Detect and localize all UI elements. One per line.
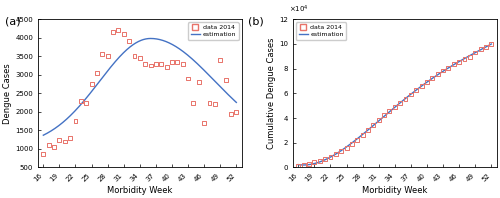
Point xyxy=(77,99,85,102)
Point xyxy=(61,140,69,143)
Point xyxy=(305,162,313,165)
Point xyxy=(348,143,356,146)
Point xyxy=(152,62,160,65)
Point xyxy=(418,85,426,88)
Point xyxy=(402,97,409,100)
Point xyxy=(93,71,101,74)
Point xyxy=(216,58,224,62)
Point xyxy=(488,43,496,46)
Point xyxy=(310,161,318,164)
X-axis label: Morbidity Week: Morbidity Week xyxy=(362,186,428,195)
Point xyxy=(195,81,203,84)
Point xyxy=(450,63,458,66)
Point xyxy=(321,157,329,161)
Point xyxy=(326,155,334,159)
Point xyxy=(482,45,490,48)
Point xyxy=(44,144,52,147)
Point xyxy=(109,31,117,34)
Point xyxy=(364,129,372,132)
Point xyxy=(72,120,80,123)
Point xyxy=(40,153,48,156)
Point xyxy=(370,124,378,127)
Point xyxy=(342,146,350,149)
Point xyxy=(190,101,198,104)
Point xyxy=(200,121,208,125)
Point xyxy=(391,105,399,108)
Text: (b): (b) xyxy=(248,16,264,26)
Point xyxy=(407,93,415,96)
Point xyxy=(114,29,122,32)
Point xyxy=(158,62,166,65)
Point xyxy=(354,138,362,141)
Point xyxy=(98,53,106,56)
Point xyxy=(460,58,468,61)
Point xyxy=(300,163,308,167)
Point xyxy=(374,118,382,122)
Point xyxy=(337,150,345,153)
Y-axis label: Dengue Cases: Dengue Cases xyxy=(4,63,13,124)
Point xyxy=(316,159,324,162)
Point xyxy=(66,136,74,139)
Point xyxy=(412,89,420,92)
Point xyxy=(358,134,366,137)
Point xyxy=(56,138,64,141)
Legend: data 2014, estimation: data 2014, estimation xyxy=(188,22,238,40)
Point xyxy=(146,64,154,67)
Point xyxy=(136,57,144,60)
Point xyxy=(82,101,90,104)
Point xyxy=(380,114,388,117)
Point xyxy=(50,146,58,149)
Point xyxy=(466,55,474,58)
Point xyxy=(141,62,149,65)
Point xyxy=(423,81,431,84)
Point xyxy=(178,62,186,65)
Point xyxy=(206,101,214,104)
Point xyxy=(184,77,192,80)
Legend: data 2014, estimation: data 2014, estimation xyxy=(296,22,346,40)
Text: (a): (a) xyxy=(6,16,21,26)
Point xyxy=(434,72,442,76)
Point xyxy=(222,79,230,82)
Y-axis label: Cumulative Dengue Cases: Cumulative Dengue Cases xyxy=(268,38,276,149)
Point xyxy=(294,165,302,168)
Point xyxy=(104,55,112,58)
Point xyxy=(227,112,235,115)
Point xyxy=(444,66,452,69)
Point xyxy=(88,82,96,86)
Point xyxy=(232,110,240,113)
Point xyxy=(120,32,128,36)
Point xyxy=(476,47,484,50)
Point xyxy=(439,69,447,72)
X-axis label: Morbidity Week: Morbidity Week xyxy=(107,186,172,195)
Point xyxy=(386,109,394,112)
Point xyxy=(211,103,219,106)
Text: $\times10^4$: $\times10^4$ xyxy=(289,3,308,15)
Point xyxy=(174,60,182,63)
Point xyxy=(162,66,170,69)
Point xyxy=(332,152,340,156)
Point xyxy=(396,101,404,104)
Point xyxy=(168,60,176,63)
Point xyxy=(125,40,133,43)
Point xyxy=(130,55,138,58)
Point xyxy=(471,51,479,54)
Point xyxy=(428,77,436,80)
Point xyxy=(455,61,463,64)
